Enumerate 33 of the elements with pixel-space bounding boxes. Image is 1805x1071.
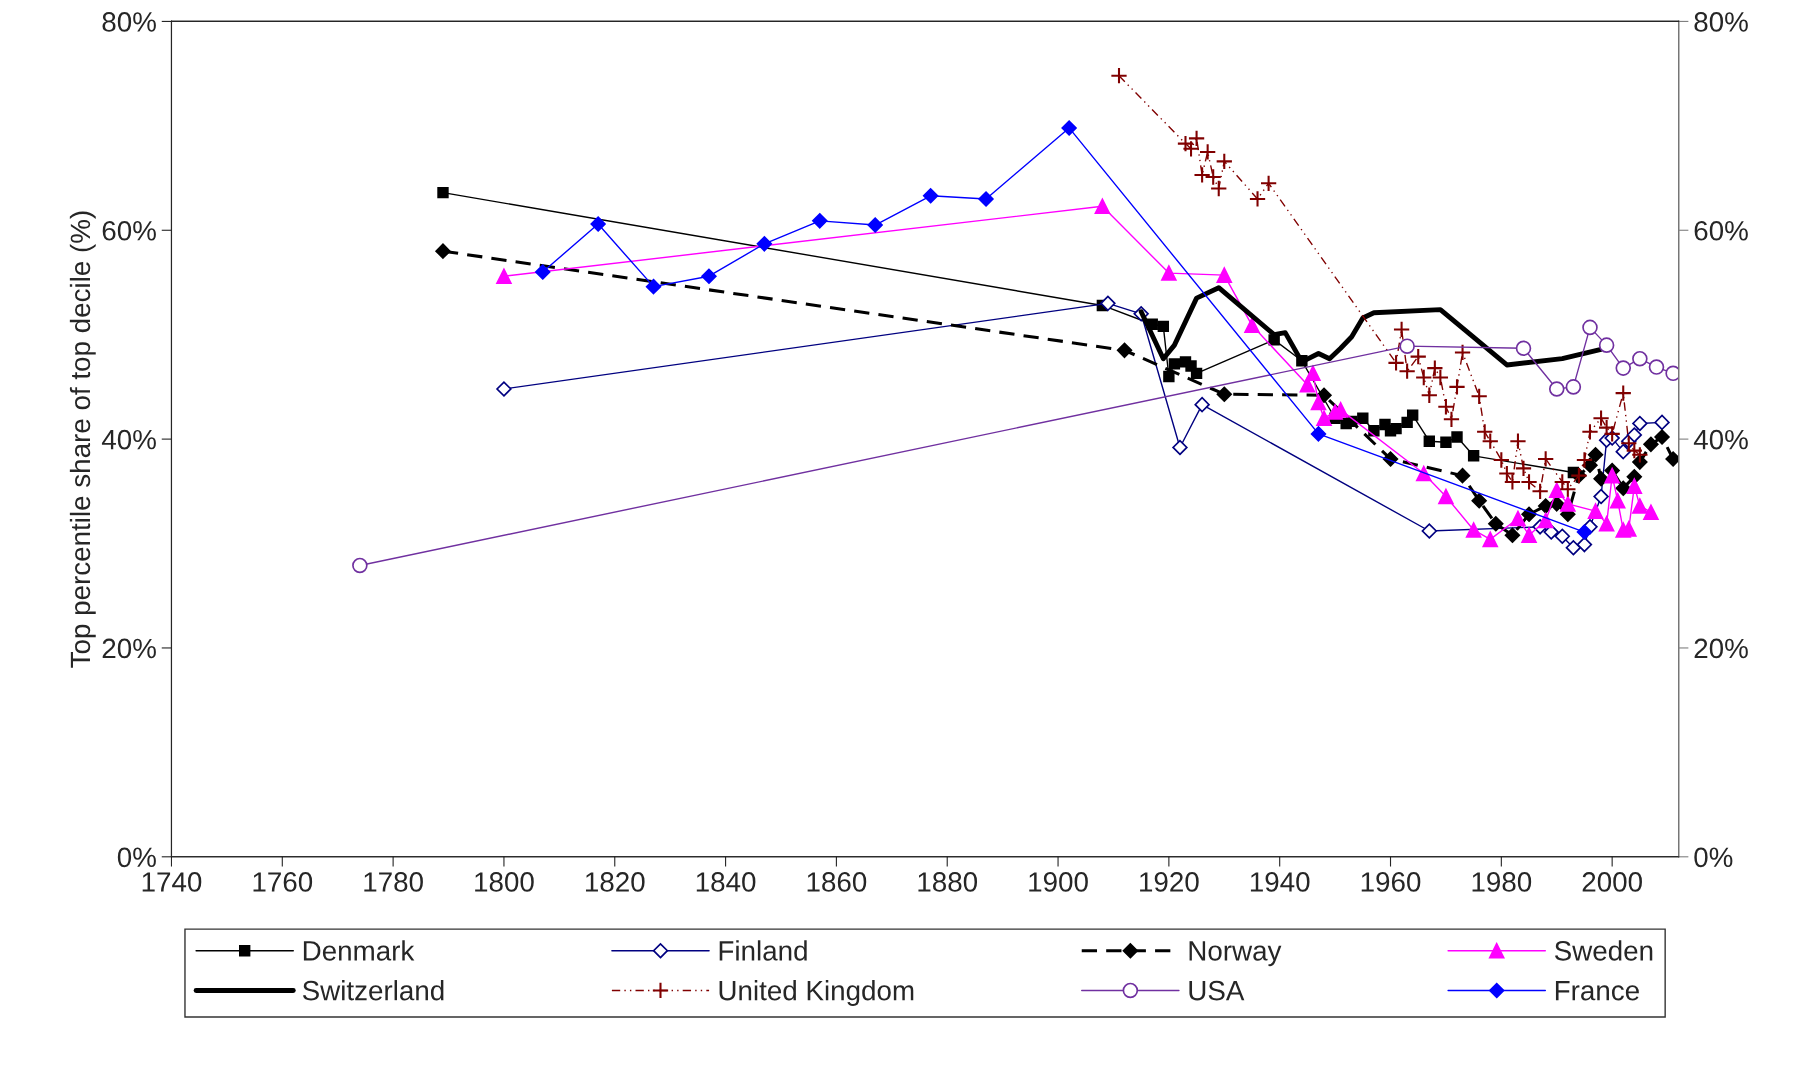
x-tick-label: 1760	[253, 872, 313, 892]
x-tick-label: 1800	[475, 872, 534, 892]
x-tick-label: 1780	[364, 872, 423, 892]
legend-label: Switzerland	[302, 980, 444, 1001]
x-tick-label: 1880	[918, 872, 978, 892]
x-tick-label: 1940	[1250, 872, 1310, 892]
x-tick-label: 2000	[1582, 872, 1642, 892]
legend-label: Denmark	[303, 940, 415, 961]
legend-label: USA	[1189, 980, 1245, 1001]
x-tick-label: 1740	[142, 872, 202, 892]
x-tick-label: 1920	[1140, 872, 1199, 892]
y2-tick-label: 40%	[1693, 429, 1748, 450]
x-tick-label: 1840	[696, 872, 756, 892]
legend-label: Norway	[1189, 941, 1282, 967]
y-axis-title: Top percentile share of top decile (%)	[69, 211, 96, 668]
y2-tick-label: 80%	[1694, 12, 1748, 32]
legend-label: United Kingdom	[719, 980, 914, 1006]
y2-tick-label: 0%	[1694, 847, 1733, 868]
x-tick-label: 1900	[1029, 872, 1088, 892]
y-tick-label: 20%	[102, 638, 156, 659]
y2-tick-label: 60%	[1694, 220, 1748, 241]
y-tick-label: 0%	[117, 847, 156, 868]
y-tick-label: 60%	[102, 220, 156, 241]
x-tick-label: 1820	[585, 872, 645, 892]
legend-label: France	[1555, 981, 1639, 1001]
x-tick-label: 1860	[807, 872, 867, 892]
y2-tick-label: 20%	[1694, 638, 1748, 659]
x-tick-label: 1960	[1361, 872, 1421, 892]
y-tick-label: 80%	[102, 12, 156, 32]
y-tick-label: 40%	[101, 429, 156, 450]
legend-label: Sweden	[1554, 940, 1653, 961]
legend-label: Finland	[719, 940, 807, 961]
x-tick-label: 1980	[1472, 872, 1532, 892]
